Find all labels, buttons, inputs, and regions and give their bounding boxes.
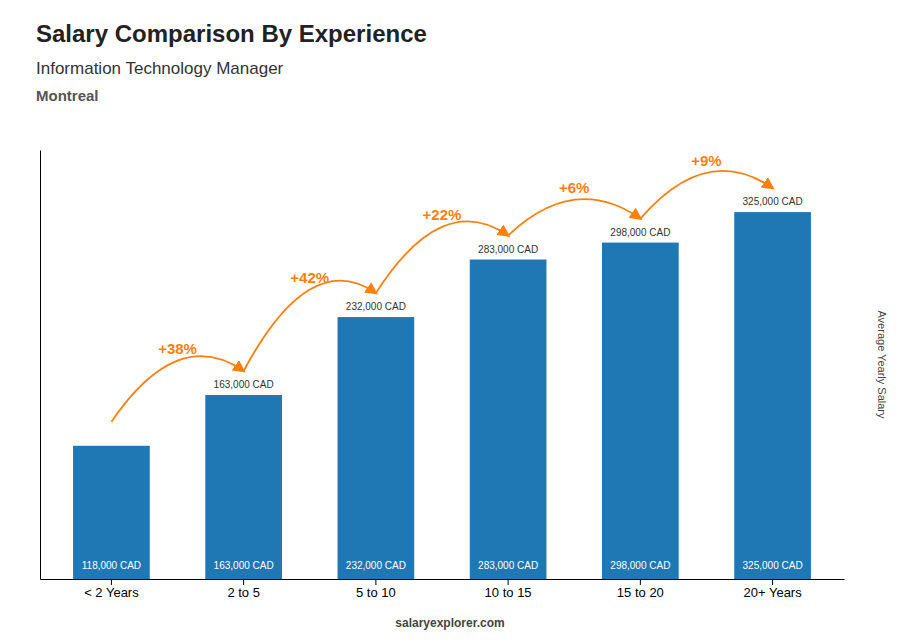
change-arrow bbox=[244, 281, 376, 371]
y-axis-line bbox=[40, 151, 41, 580]
x-tick-label: 20+ Years bbox=[743, 585, 802, 600]
top-value-label: 325,000 CAD bbox=[743, 196, 803, 207]
subtitle: Information Technology Manager bbox=[36, 59, 284, 78]
bar bbox=[205, 395, 282, 579]
x-tick-mark bbox=[508, 579, 509, 585]
x-tick-label: 10 to 15 bbox=[485, 585, 532, 600]
value-label: 298,000 CAD bbox=[610, 560, 670, 571]
bar bbox=[602, 243, 679, 579]
top-value-label: 298,000 CAD bbox=[610, 227, 670, 238]
bar bbox=[338, 317, 415, 579]
subtitle: Montreal bbox=[36, 87, 99, 104]
x-tick-label: < 2 Years bbox=[84, 585, 139, 600]
bar bbox=[734, 212, 811, 579]
x-tick-mark bbox=[111, 579, 112, 585]
footer: salaryexplorer.com bbox=[395, 616, 504, 630]
change-label: +9% bbox=[691, 152, 721, 169]
value-label: 118,000 CAD bbox=[82, 560, 141, 571]
x-tick-label: 5 to 10 bbox=[356, 585, 396, 600]
change-label: +22% bbox=[423, 206, 462, 223]
change-label: +38% bbox=[158, 340, 197, 357]
change-arrow bbox=[640, 171, 772, 219]
x-tick-mark bbox=[243, 579, 244, 585]
change-label: +6% bbox=[559, 179, 589, 196]
x-tick: 15 to 20 bbox=[617, 579, 664, 600]
top-value-label: 232,000 CAD bbox=[346, 301, 406, 312]
top-value-label: 283,000 CAD bbox=[478, 244, 538, 255]
labels: +38% 163,000 CAD +42% 232,000 CAD +22% 283,00… bbox=[82, 152, 803, 571]
x-axis: < 2 Years 2 to 5 5 to 10 10 to 15 15 to 20 20… bbox=[41, 579, 845, 600]
x-tick: 10 to 15 bbox=[485, 579, 532, 600]
x-tick-label: 2 to 5 bbox=[227, 585, 260, 600]
bar bbox=[73, 446, 150, 579]
x-tick-label: 15 to 20 bbox=[617, 585, 664, 600]
value-label: 283,000 CAD bbox=[478, 560, 538, 571]
x-tick: 2 to 5 bbox=[227, 579, 260, 600]
y-axis bbox=[40, 151, 41, 580]
x-tick-mark bbox=[375, 579, 376, 585]
y-axis-title: Average Yearly Salary bbox=[876, 310, 888, 419]
title: Salary Comparison By Experience bbox=[36, 20, 427, 47]
x-tick: < 2 Years bbox=[84, 579, 139, 600]
value-label: 232,000 CAD bbox=[346, 560, 406, 571]
bars bbox=[73, 171, 811, 579]
x-tick: 20+ Years bbox=[743, 579, 802, 600]
top-value-label: 163,000 CAD bbox=[214, 379, 274, 390]
x-tick: 5 to 10 bbox=[356, 579, 396, 600]
bar bbox=[470, 260, 547, 579]
x-tick-mark bbox=[640, 579, 641, 585]
x-axis-line bbox=[41, 579, 845, 580]
chart: Salary Comparison By Experience Informati… bbox=[0, 0, 900, 641]
value-label: 163,000 CAD bbox=[214, 560, 274, 571]
change-label: +42% bbox=[290, 269, 329, 286]
x-tick-mark bbox=[772, 579, 773, 585]
value-label: 325,000 CAD bbox=[743, 560, 803, 571]
change-arrow bbox=[376, 221, 508, 293]
plot: < 2 Years 2 to 5 5 to 10 10 to 15 15 to 20 20… bbox=[41, 151, 845, 601]
